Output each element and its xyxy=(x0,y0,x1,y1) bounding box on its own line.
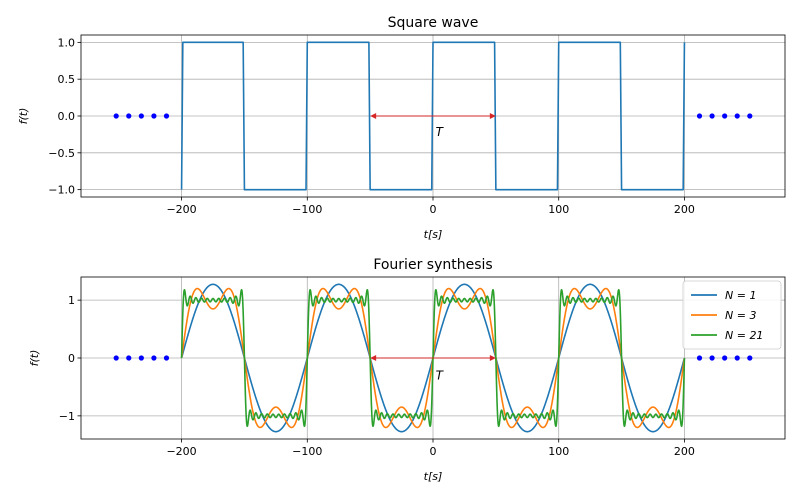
continuation-dot xyxy=(113,113,119,119)
y-ticks: −1 0 1 xyxy=(59,294,81,423)
y-tick-label: 1.0 xyxy=(58,36,76,49)
continuation-dot xyxy=(722,355,728,361)
period-label: T xyxy=(436,368,445,382)
chart-title: Fourier synthesis xyxy=(373,257,492,273)
continuation-dot xyxy=(734,355,740,361)
period-label: T xyxy=(436,125,445,139)
x-axis-label: t[s] xyxy=(424,470,443,483)
legend-label: N = 21 xyxy=(725,329,763,342)
x-ticks: −200 −100 0 100 200 xyxy=(166,439,695,458)
continuation-dot xyxy=(163,355,170,361)
period-arrow-head-left xyxy=(370,113,377,119)
period-arrow-head-right xyxy=(489,113,496,119)
continuation-dot xyxy=(151,113,157,119)
continuation-dot xyxy=(138,113,144,119)
continuation-dot xyxy=(126,113,132,119)
continuation-dot xyxy=(151,355,157,361)
legend: N = 1 N = 3 N = 21 xyxy=(682,280,782,350)
x-tick-label: 0 xyxy=(430,203,437,216)
x-tick-label: 100 xyxy=(548,445,569,458)
continuation-dot xyxy=(696,113,703,119)
dots-group xyxy=(113,355,753,361)
continuation-dot xyxy=(113,355,119,361)
continuation-dot xyxy=(138,355,144,361)
legend-box xyxy=(682,280,782,350)
legend-label: N = 3 xyxy=(725,309,756,322)
y-axis-label: f(t) xyxy=(17,108,30,125)
y-tick-label: 0.5 xyxy=(58,73,76,86)
y-tick-label: 0.0 xyxy=(58,110,76,123)
continuation-dot xyxy=(709,113,715,119)
x-tick-label: −100 xyxy=(292,203,322,216)
square-wave-panel: Square wave T −200 −100 0 100 200 −1.0 −0.5 0.… xyxy=(17,15,786,241)
annotation-group: T xyxy=(370,113,496,139)
continuation-dot xyxy=(126,355,132,361)
continuation-dot xyxy=(734,113,740,119)
annotation-group: T xyxy=(370,355,496,382)
x-tick-label: −200 xyxy=(166,203,196,216)
dots-group xyxy=(113,113,753,119)
x-axis-label: t[s] xyxy=(424,228,443,241)
x-tick-label: −200 xyxy=(166,445,196,458)
chart-title: Square wave xyxy=(388,15,479,31)
y-tick-label: 1 xyxy=(68,294,75,307)
y-tick-label: −0.5 xyxy=(48,147,75,160)
continuation-dot xyxy=(722,113,728,119)
y-tick-label: −1 xyxy=(59,410,75,423)
continuation-dot xyxy=(696,355,703,361)
x-tick-label: −100 xyxy=(292,445,322,458)
continuation-dot xyxy=(709,355,715,361)
period-arrow-head-right xyxy=(489,355,496,361)
x-tick-label: 0 xyxy=(430,445,437,458)
y-tick-label: 0 xyxy=(68,352,75,365)
continuation-dot xyxy=(747,113,753,119)
y-ticks: −1.0 −0.5 0.0 0.5 1.0 xyxy=(48,36,81,197)
continuation-dot xyxy=(163,113,170,119)
x-tick-label: 200 xyxy=(674,445,695,458)
legend-label: N = 1 xyxy=(725,289,756,302)
fourier-panel: Fourier synthesis T −200 −100 0 100 200 −1 0 1… xyxy=(28,257,786,483)
y-tick-label: −1.0 xyxy=(48,184,75,197)
continuation-dot xyxy=(747,355,753,361)
x-tick-label: 100 xyxy=(548,203,569,216)
x-tick-label: 200 xyxy=(674,203,695,216)
y-axis-label: f(t) xyxy=(28,350,41,367)
period-arrow-head-left xyxy=(370,355,377,361)
x-ticks: −200 −100 0 100 200 xyxy=(166,197,695,216)
